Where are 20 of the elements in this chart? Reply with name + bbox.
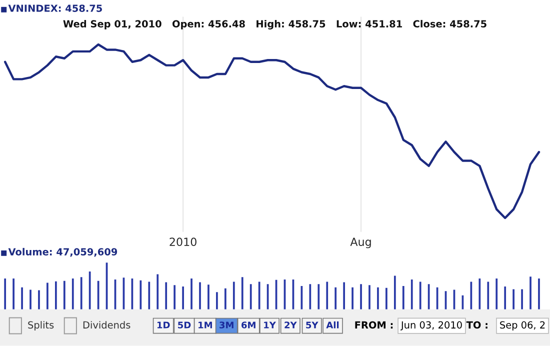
text: Splits [28, 321, 54, 330]
text: 6M [242, 322, 256, 328]
text: FROM : [355, 321, 393, 329]
chart-subtitle: Wed Sep 01, 2010 Open: 456.48 High: 458.75 Low: 451.81 Close: 458.75 [63, 20, 486, 30]
text: Dividends [83, 321, 130, 329]
text: All [326, 321, 339, 328]
text: Jun 03, 2010 [400, 321, 462, 330]
text: 5D [178, 322, 191, 328]
text: 5Y [306, 322, 318, 328]
text: 1M [198, 322, 212, 328]
text: TO : [466, 321, 488, 329]
text: 1D [157, 322, 170, 328]
text: 1Y [264, 322, 276, 328]
x-tick-label: 2010 [170, 238, 196, 246]
text: Sep 06, 2 [500, 321, 545, 330]
chart-title: Volume: 47,059,609 [8, 248, 118, 257]
chart-title: VNINDEX: 458.75 [8, 4, 102, 12]
text: 3M [220, 322, 234, 328]
text: 2Y [284, 322, 297, 328]
x-tick-label: Aug [350, 238, 371, 248]
